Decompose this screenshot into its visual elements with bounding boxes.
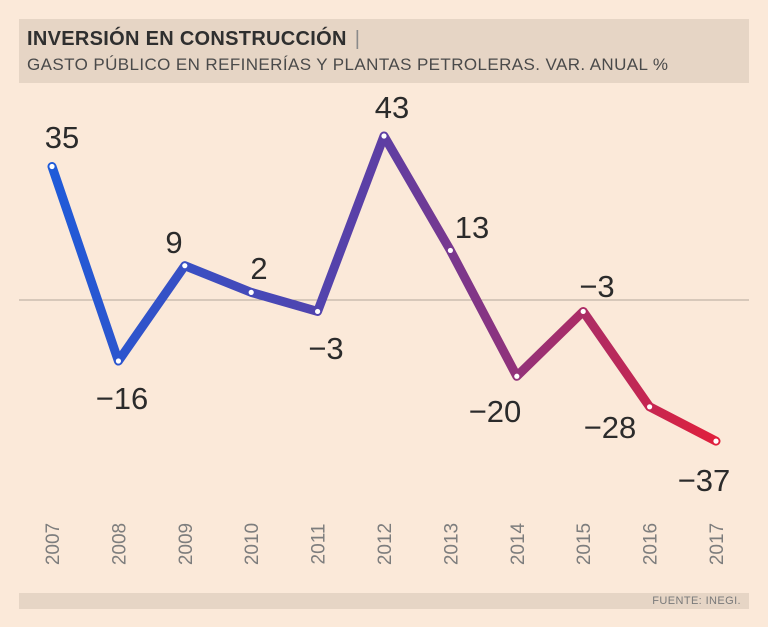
- x-tick-2014: 2014: [508, 522, 529, 565]
- series-line: [47, 131, 721, 446]
- x-axis-tick-labels: 2007 2008 2009 2010 2011 2012 2013 2014 2015 2016…: [43, 522, 728, 565]
- data-point-2012: [381, 133, 387, 139]
- data-point-2009: [182, 263, 188, 269]
- data-point-2015: [580, 308, 586, 315]
- data-label-2016: −28: [584, 410, 637, 445]
- data-label-2013: 13: [455, 210, 489, 245]
- data-point-2010: [248, 289, 254, 295]
- data-point-2008: [115, 358, 121, 364]
- chart-title: INVERSIÓN EN CONSTRUCCIÓN: [27, 28, 347, 50]
- data-label-2012: 43: [375, 90, 409, 125]
- x-tick-2010: 2010: [242, 523, 263, 565]
- x-tick-2008: 2008: [109, 523, 130, 565]
- chart-header: INVERSIÓN EN CONSTRUCCIÓN | GASTO PÚBLICO…: [19, 19, 749, 83]
- data-point-2013: [447, 247, 453, 254]
- data-label-2014: −20: [469, 394, 522, 429]
- x-tick-2015: 2015: [574, 523, 595, 565]
- data-label-2008: −16: [96, 381, 149, 416]
- data-point-2011: [315, 308, 321, 315]
- data-label-2011: −3: [308, 331, 343, 366]
- data-label-2017: −37: [678, 463, 731, 498]
- data-point-2016: [647, 404, 653, 410]
- points-layer: [49, 133, 719, 444]
- title-row: INVERSIÓN EN CONSTRUCCIÓN |: [27, 27, 360, 51]
- source-note: FUENTE: INEGI.: [652, 595, 741, 607]
- x-tick-2007: 2007: [43, 523, 64, 565]
- data-labels: 35 −16 9 2 −3 43 13 −20 −3 −28 −37: [45, 90, 731, 498]
- data-label-2015: −3: [579, 269, 614, 304]
- x-tick-2016: 2016: [641, 523, 662, 565]
- x-tick-2009: 2009: [176, 523, 197, 565]
- x-tick-2013: 2013: [441, 523, 462, 565]
- x-tick-2017: 2017: [707, 523, 728, 565]
- data-label-2010: 2: [250, 251, 267, 286]
- data-point-2017: [713, 438, 719, 444]
- chart-footer: FUENTE: INEGI.: [19, 593, 749, 609]
- data-label-2009: 9: [165, 225, 182, 260]
- series-layer: [47, 131, 721, 446]
- x-tick-2012: 2012: [375, 523, 396, 565]
- chart-subtitle: GASTO PÚBLICO EN REFINERÍAS Y PLANTAS PE…: [27, 55, 669, 74]
- data-point-2014: [514, 373, 520, 379]
- data-point-2007: [49, 163, 55, 170]
- title-separator: |: [354, 28, 360, 50]
- data-label-2007: 35: [45, 120, 79, 155]
- x-tick-2011: 2011: [309, 524, 330, 565]
